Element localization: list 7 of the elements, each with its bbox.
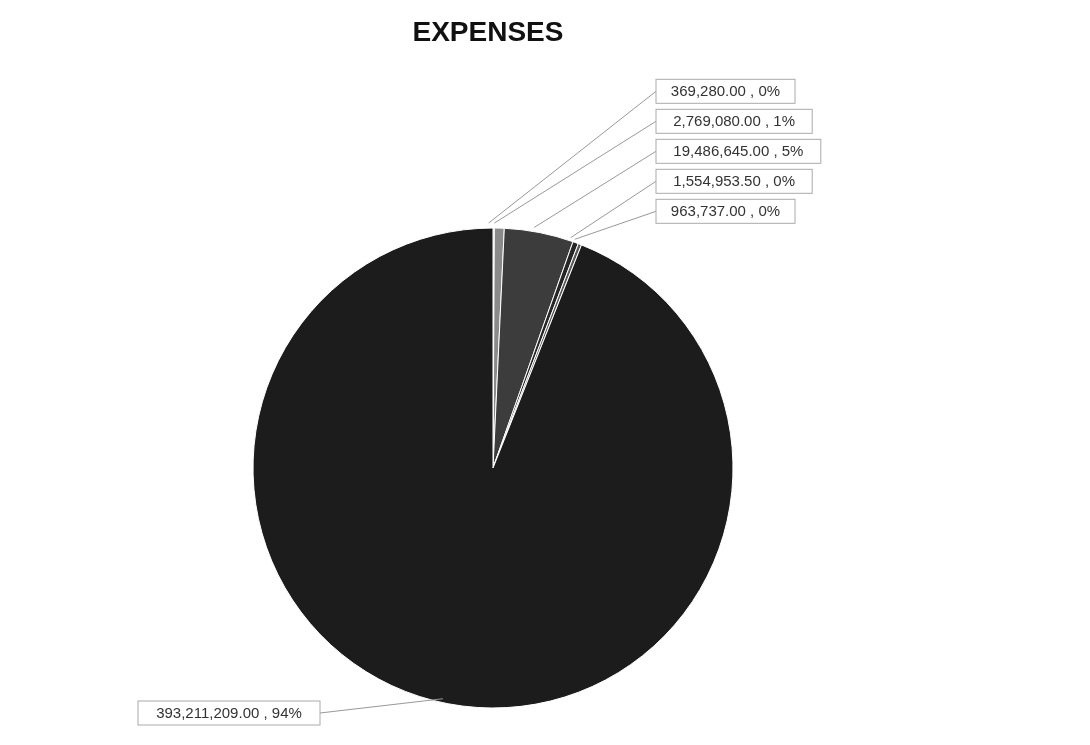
data-label: 19,486,645.00 , 5%	[673, 142, 804, 160]
data-label: 2,769,080.00 , 1%	[673, 112, 795, 130]
chart-title: EXPENSES	[411, 16, 565, 48]
data-label: 963,737.00 , 0%	[670, 202, 781, 220]
data-label: 369,280.00 , 0%	[670, 82, 781, 100]
data-label: 393,211,209.00 , 94%	[156, 704, 302, 721]
data-label: 1,554,953.50 , 0%	[673, 172, 795, 190]
